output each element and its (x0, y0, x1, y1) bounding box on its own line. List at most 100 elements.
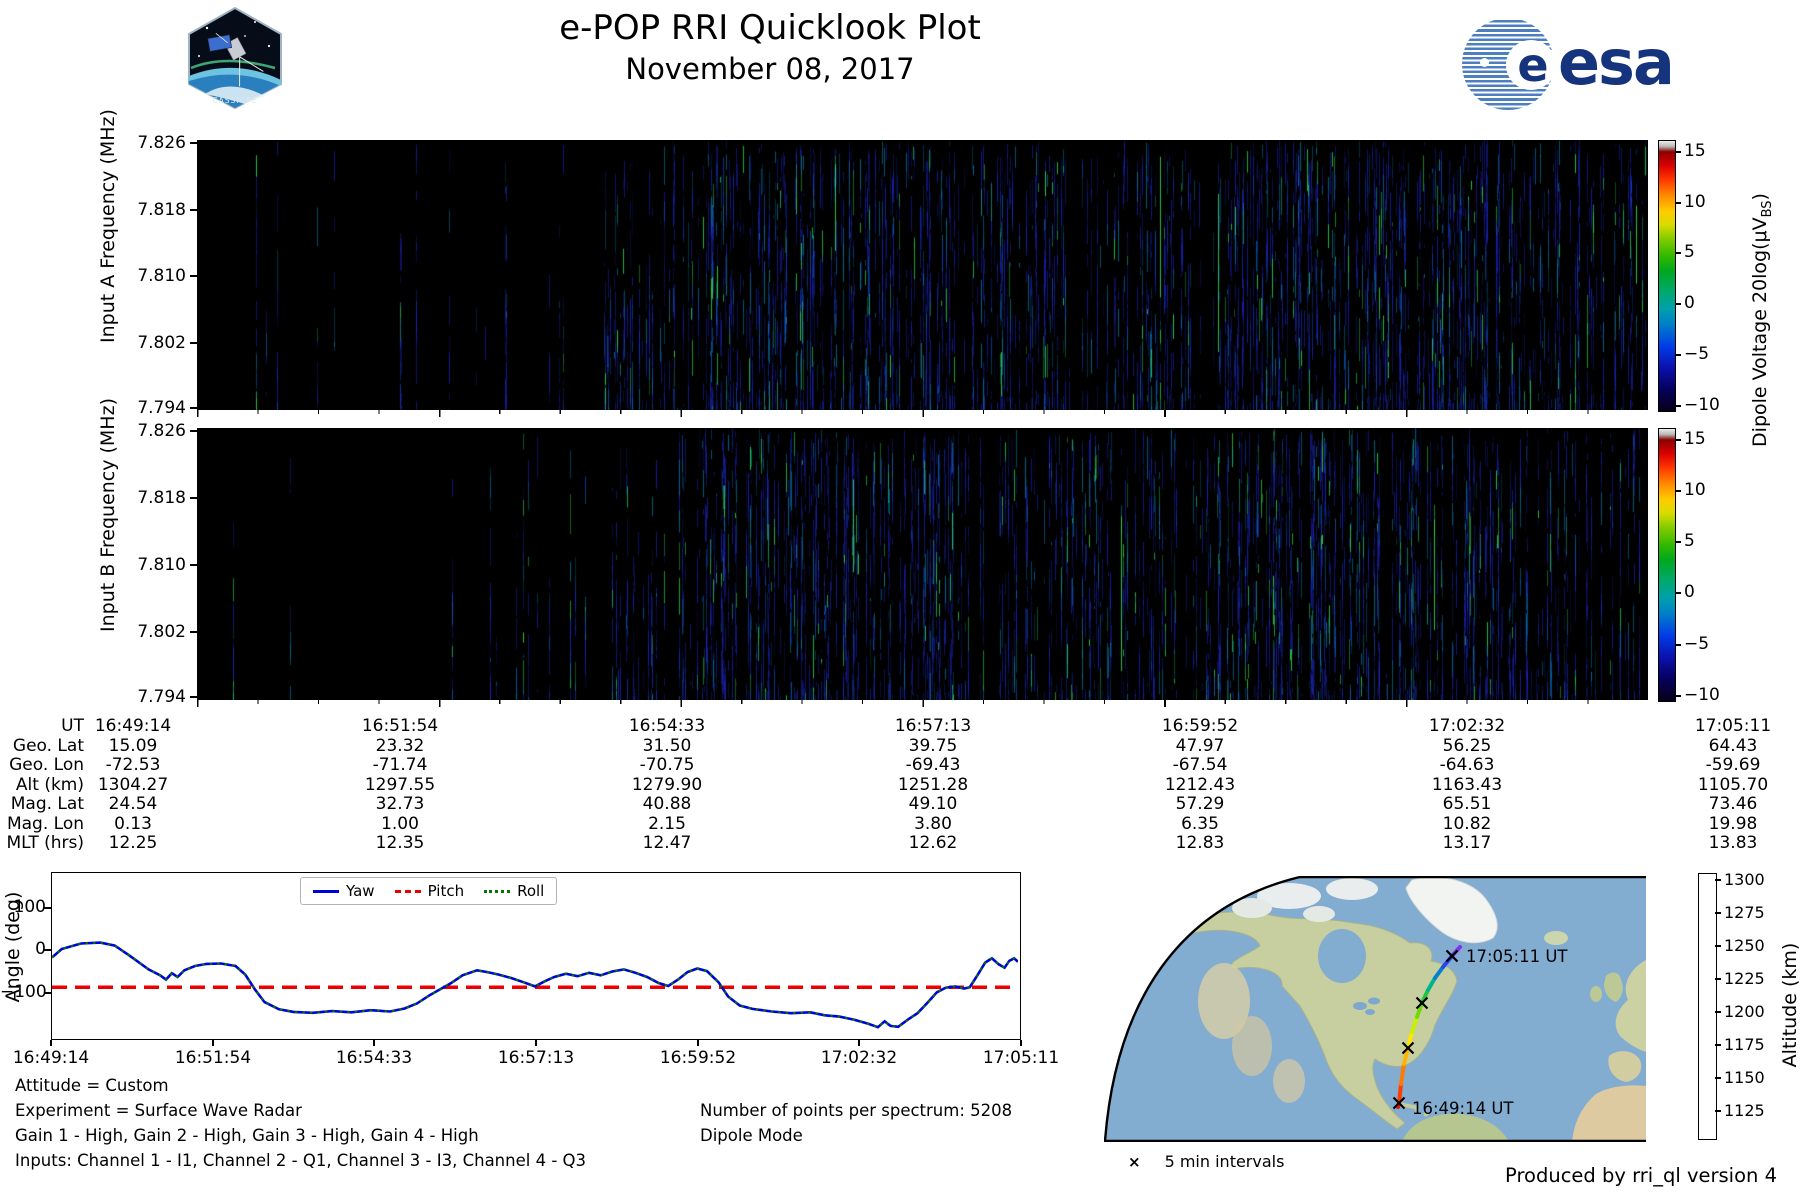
altitude-colorbar (1698, 873, 1717, 1140)
ephemeris-row-label-mag-lon: Mag. Lon (6, 813, 84, 834)
angle-ytick-mark (44, 907, 51, 909)
ephemeris-cell: -70.75 (639, 755, 695, 775)
dipole-cbar-tick-a (1675, 150, 1681, 153)
patch-cassiope-label: CASSIOPE (212, 96, 257, 105)
ephemeris-row-label-mlt-hrs-: MLT (hrs) (6, 833, 84, 853)
freq-tick-label-b: 7.826 (137, 421, 186, 441)
ephemeris-cell: 6.35 (1181, 813, 1219, 834)
ephemeris-cell: 1304.27 (97, 774, 169, 795)
ephemeris-cell: 57.29 (1175, 794, 1225, 814)
dipole-cbar-tick-label-a: 15 (1684, 140, 1706, 161)
ephemeris-cell: 16:49:14 (94, 716, 172, 736)
cassiope-mission-patch: CASSIOPE (188, 6, 282, 110)
angle-plot-legend: Yaw Pitch Roll (300, 877, 558, 905)
ephemeris-cell: -64.63 (1439, 755, 1495, 775)
dipole-cbar-tick-b (1675, 643, 1681, 646)
angle-xtick-label: 16:49:14 (12, 1048, 90, 1068)
dipole-cbar-tick-label-b: 5 (1684, 531, 1695, 552)
angle-xtick-label: 16:51:54 (174, 1048, 252, 1068)
altitude-cbar-tick-label: 1125 (1724, 1100, 1765, 1120)
ephemeris-cell: 12.62 (908, 833, 958, 853)
dipole-colorbar-label: Dipole Voltage 20log(μVBS) (1749, 193, 1775, 447)
page-date: November 08, 2017 (625, 52, 915, 86)
freq-tick-mark-a (190, 341, 197, 344)
note-attitude: Attitude = Custom (15, 1076, 169, 1095)
yaw-line-swatch (313, 889, 339, 893)
dipole-cbar-tick-b (1675, 541, 1681, 544)
dipole-cbar-tick-label-b: −10 (1684, 684, 1720, 705)
altitude-cbar-tick-label: 1175 (1724, 1034, 1765, 1054)
yaw-line (51, 941, 1019, 1029)
esa-globe-cutout (1506, 40, 1556, 90)
altitude-cbar-tick-label: 1225 (1724, 969, 1765, 988)
track-end-time-label: 17:05:11 UT (1466, 947, 1568, 966)
panel-a-time-ticks (197, 410, 1648, 417)
ephemeris-cell: -59.69 (1705, 755, 1761, 775)
angle-xtick-label: 16:54:33 (335, 1048, 413, 1068)
five-min-marker-icon (1401, 1041, 1415, 1055)
dipole-cbar-tick-label-b: 10 (1684, 480, 1706, 501)
note-experiment: Experiment = Surface Wave Radar (15, 1101, 302, 1120)
angle-xtick-mark (535, 1040, 537, 1046)
dipole-cbar-tick-b (1675, 694, 1681, 697)
spectrogram-input-a (197, 140, 1648, 410)
dipole-cbar-tick-label-b: 15 (1684, 428, 1706, 449)
track-segment (1397, 1082, 1403, 1105)
track-segment (1426, 976, 1437, 992)
ephemeris-cell: 56.25 (1442, 735, 1492, 756)
freq-tick-label-b: 7.818 (137, 488, 186, 508)
five-min-marker-icon (1445, 949, 1459, 963)
ephemeris-cell: -69.43 (905, 755, 961, 775)
ephemeris-cell: 47.97 (1175, 735, 1225, 756)
map-cuba (1400, 1102, 1418, 1110)
ephemeris-cell: 12.25 (108, 833, 158, 853)
ephemeris-cell: 1297.55 (364, 774, 436, 795)
dipole-cbar-tick-label-b: −5 (1684, 633, 1710, 654)
legend-label-roll: Roll (517, 882, 545, 900)
ephemeris-cell: 13.17 (1442, 833, 1492, 853)
ephemeris-cell: 12.35 (375, 833, 425, 853)
ephemeris-row-label-mag-lat: Mag. Lat (10, 794, 84, 814)
ephemeris-cell: 65.51 (1442, 794, 1492, 814)
ephemeris-cell: 16:54:33 (628, 716, 706, 736)
note-gains: Gain 1 - High, Gain 2 - High, Gain 3 - H… (15, 1126, 479, 1145)
dipole-cbar-tick-label-a: −10 (1684, 394, 1720, 415)
roll-line-swatch (484, 889, 511, 893)
altitude-cbar-tick-label: 1250 (1724, 935, 1765, 955)
freq-tick-label-a: 7.826 (137, 133, 186, 153)
dipole-cbar-tick-b (1675, 592, 1681, 595)
x-marker-icon: × (1128, 1152, 1141, 1171)
esa-e-glyph: e (1517, 38, 1549, 92)
spectrogram-input-b (197, 428, 1648, 700)
map-iceland (1544, 931, 1568, 945)
ephemeris-cell: 12.83 (1175, 833, 1225, 853)
dipole-cbar-tick-b (1675, 490, 1681, 493)
ephemeris-cell: 1279.90 (631, 774, 703, 795)
produced-by-caption: Produced by rri_ql version 4 (1505, 1164, 1777, 1187)
angle-xtick-label: 17:05:11 (982, 1048, 1060, 1068)
ephemeris-cell: 1251.28 (897, 774, 969, 795)
ephemeris-cell: 31.50 (642, 735, 692, 756)
altitude-cbar-tick-label: 1200 (1724, 1002, 1765, 1022)
dipole-cbar-tick-label-a: 10 (1684, 191, 1706, 212)
dipole-cbar-tick-a (1675, 201, 1681, 204)
altitude-cbar-tick (1715, 1077, 1721, 1080)
freq-tick-label-b: 7.810 (137, 555, 186, 575)
angle-xtick-label: 17:02:32 (820, 1048, 898, 1068)
ephemeris-cell: 17:05:11 (1694, 716, 1772, 736)
ephemeris-cell: 17:02:32 (1428, 716, 1506, 736)
track-segment (1399, 1062, 1406, 1086)
angle-xtick-mark (697, 1040, 699, 1046)
altitude-cbar-tick-label: 1300 (1724, 869, 1765, 889)
map-geography (1104, 876, 1646, 1142)
angle-plot-curves (51, 941, 1019, 1029)
freq-tick-mark-a (190, 275, 197, 277)
ephemeris-cell: 1212.43 (1164, 774, 1236, 795)
freq-tick-mark-a (190, 407, 197, 409)
pitch-line-swatch (394, 889, 421, 893)
ephemeris-cell: 2.15 (648, 813, 686, 834)
map-border (1104, 876, 1646, 1142)
legend-label-pitch: Pitch (427, 882, 465, 900)
freq-tick-mark-b (190, 564, 197, 566)
